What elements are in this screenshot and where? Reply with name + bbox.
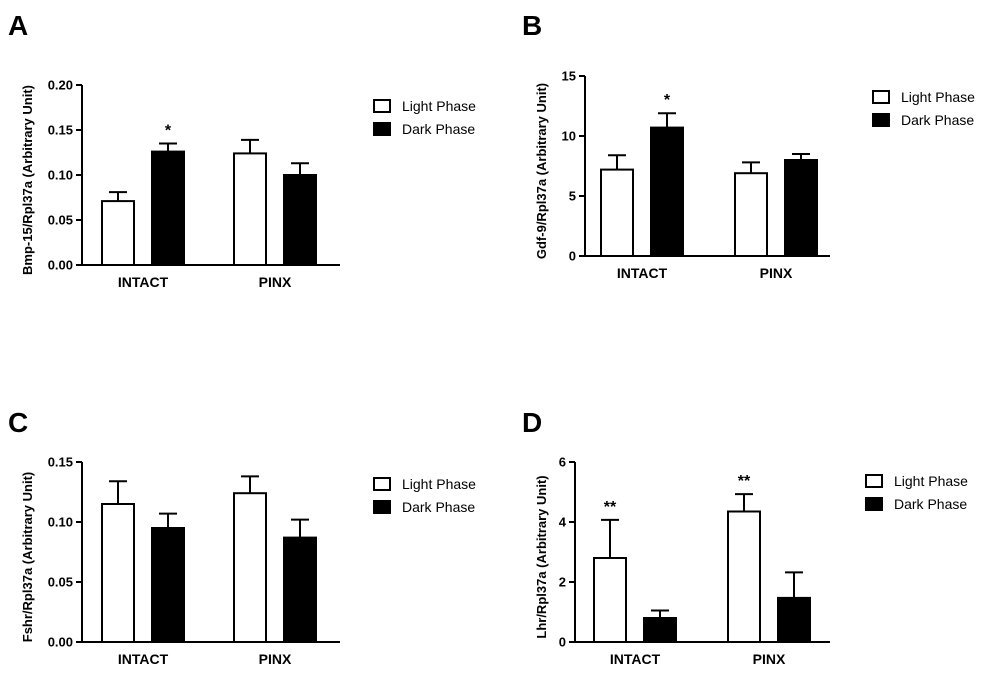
legend-swatch-dark [865, 497, 883, 511]
bar-intact-light [600, 168, 634, 258]
bar-pinx-light [734, 172, 768, 257]
y-axis-title: Gdf-9/Rpl37a (Arbitrary Unit) [534, 83, 549, 259]
legend-swatch-dark [373, 500, 391, 514]
bar-pinx-light [233, 152, 267, 266]
y-tick-label: 4 [559, 515, 567, 530]
y-axis-title: Fshr/Rpl37a (Arbitrary Unit) [20, 472, 35, 642]
y-tick-label: 0.05 [48, 575, 73, 590]
legend: Light Phase Dark Phase [872, 89, 975, 128]
panel-b: B 0 5 10 15 Gdf-9/Rpl37a (Arbitrary Unit) INTA… [522, 10, 975, 281]
y-tick-label: 0.10 [48, 168, 73, 183]
y-tick-label: 0.10 [48, 515, 73, 530]
category-label: INTACT [617, 265, 668, 281]
legend-label: Dark Phase [901, 112, 974, 128]
bar-pinx-dark [283, 536, 317, 643]
category-label: PINX [259, 651, 292, 667]
legend-swatch-dark [872, 113, 890, 127]
y-tick-label: 6 [559, 455, 566, 470]
legend-swatch-light [865, 474, 883, 488]
bar-pinx-light [233, 492, 267, 644]
legend-swatch-light [872, 90, 890, 104]
category-label: PINX [760, 265, 793, 281]
panel-letter-a: A [8, 10, 28, 41]
y-tick-label: 0.00 [48, 258, 73, 273]
legend: Light Phase Dark Phase [373, 98, 476, 137]
panel-letter-d: D [522, 407, 542, 438]
y-axis-title: Lhr/Rpl37a (Arbitrary Unit) [534, 475, 549, 638]
y-tick-label: 10 [562, 129, 576, 144]
legend: Light Phase Dark Phase [373, 476, 476, 515]
category-label: PINX [259, 274, 292, 290]
y-tick-label: 15 [562, 69, 576, 84]
bar-intact-light [101, 503, 135, 643]
legend: Light Phase Dark Phase [865, 473, 968, 512]
bar-pinx-dark [777, 596, 811, 644]
bar-intact-dark [650, 126, 684, 257]
significance-marker: * [664, 92, 671, 109]
category-label: PINX [753, 651, 786, 667]
bar-intact-dark [643, 617, 677, 643]
panel-c: C 0.00 0.05 0.10 0.15 Fshr/Rpl37a (Arbitrary … [8, 407, 476, 667]
legend-label: Light Phase [402, 476, 476, 492]
panel-letter-c: C [8, 407, 28, 438]
y-tick-label: 5 [569, 189, 576, 204]
category-label: INTACT [118, 651, 169, 667]
y-axis-title: Bmp-15/Rpl37a (Arbitrary Unit) [20, 85, 35, 275]
legend-label: Light Phase [901, 89, 975, 105]
category-label: INTACT [118, 274, 169, 290]
y-tick-label: 0.20 [48, 78, 73, 93]
legend-label: Light Phase [402, 98, 476, 114]
y-tick-label: 0.15 [48, 455, 73, 470]
y-tick-label: 0 [559, 635, 566, 650]
significance-marker: ** [604, 499, 617, 516]
panel-letter-b: B [522, 10, 542, 41]
y-tick-label: 0.15 [48, 123, 73, 138]
bar-intact-light [101, 200, 135, 267]
bar-pinx-dark [784, 159, 818, 257]
bar-pinx-light [727, 510, 761, 643]
panel-a: A 0.00 0.05 0.10 0.15 0.20 Bmp-15/Rpl37a (Arbi… [8, 10, 476, 290]
y-tick-label: 0.05 [48, 213, 73, 228]
legend-swatch-dark [373, 122, 391, 136]
legend-swatch-light [373, 99, 391, 113]
significance-marker: ** [738, 473, 751, 490]
panel-d: D 0 2 4 6 Lhr/Rpl37a (Arbitrary Unit) INTACT PI… [522, 407, 968, 667]
legend-label: Dark Phase [402, 499, 475, 515]
y-tick-label: 0 [569, 249, 576, 264]
category-label: INTACT [610, 651, 661, 667]
legend-label: Light Phase [894, 473, 968, 489]
y-tick-label: 2 [559, 575, 566, 590]
bar-pinx-dark [283, 174, 317, 266]
bar-intact-dark [151, 527, 185, 643]
bar-intact-light [593, 557, 627, 643]
legend-swatch-light [373, 477, 391, 491]
y-tick-label: 0.00 [48, 635, 73, 650]
bar-intact-dark [151, 150, 185, 267]
legend-label: Dark Phase [894, 496, 967, 512]
legend-label: Dark Phase [402, 121, 475, 137]
significance-marker: * [165, 123, 172, 140]
